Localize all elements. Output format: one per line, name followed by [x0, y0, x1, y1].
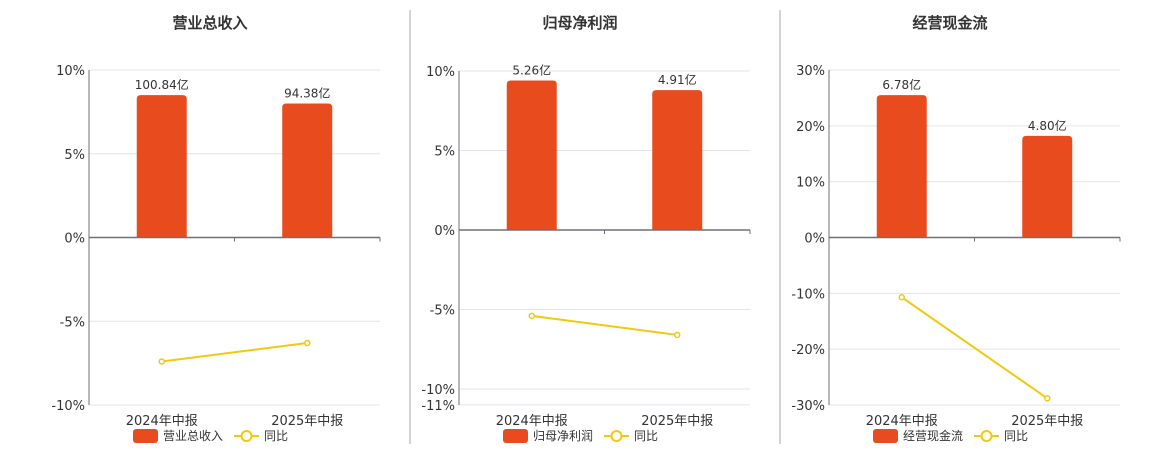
legend-line-marker: [240, 430, 253, 442]
bar: [876, 95, 927, 238]
yoy-point: [898, 293, 905, 301]
yoy-point: [674, 331, 681, 339]
yoy-line: [531, 314, 678, 336]
bar: [652, 90, 703, 230]
bar-data-label: 100.84亿: [135, 77, 189, 92]
y-tick-label: -10%: [421, 383, 455, 398]
x-tick-label: 2024年中报: [866, 414, 938, 429]
chart-title: 营业总收入: [172, 14, 247, 32]
bar: [282, 103, 333, 238]
legend-line-label: 同比: [634, 429, 658, 443]
bar: [1022, 135, 1073, 238]
legend-line-label: 同比: [264, 429, 288, 443]
y-tick-label: 30%: [796, 64, 825, 79]
yoy-line: [161, 342, 308, 363]
x-tick-label: 2025年中报: [271, 414, 343, 429]
y-tick-label: 0%: [804, 232, 825, 247]
y-tick-label: 20%: [796, 120, 825, 135]
chart-title: 归母净利润: [542, 14, 617, 32]
x-tick-label: 2025年中报: [641, 414, 713, 429]
y-tick-label: 5%: [64, 148, 85, 163]
legend-bar-label: 经营现金流: [903, 428, 963, 443]
y-tick-label: 0%: [64, 232, 85, 247]
bar-data-label: 94.38亿: [284, 86, 330, 101]
chart-panel-2: 归母净利润 10% 5% 0% -5% -10%-11% 5.26亿 2024年中报 4.91亿…: [421, 14, 751, 443]
x-tick-label: 2024年中报: [126, 414, 198, 429]
yoy-point: [1044, 395, 1051, 402]
bar: [506, 80, 557, 230]
y-tick-label: -5%: [60, 315, 85, 330]
x-tick-label: 2025年中报: [1011, 414, 1083, 429]
y-tick-label: -10%: [51, 399, 85, 414]
legend-line-marker: [980, 430, 993, 442]
y-tick-label: 10%: [426, 65, 455, 80]
chart-title: 经营现金流: [912, 14, 987, 32]
bar-data-label: 6.78亿: [882, 77, 921, 92]
x-tick-label: 2024年中报: [496, 414, 568, 429]
y-tick-label: -20%: [791, 343, 825, 358]
y-tick-label: 10%: [796, 176, 825, 191]
legend-bar-swatch: [133, 429, 158, 443]
yoy-line: [901, 296, 1048, 400]
legend-bar-label: 营业总收入: [163, 429, 223, 443]
chart-panel-3: 经营现金流 30% 20% 10% 0% -10% -20% -30% 6.78亿 2024年中报…: [791, 14, 1121, 443]
chart-panel-1: 营业总收入 10% 5% 0% -5% -10% 100.84亿 2024年中报 94.38亿 2…: [51, 14, 381, 443]
y-tick-label: -11%: [421, 399, 455, 414]
y-tick-label: -10%: [791, 287, 825, 302]
bar: [136, 95, 187, 238]
bar-data-label: 4.80亿: [1028, 118, 1067, 133]
y-tick-label: 0%: [434, 224, 455, 239]
legend-bar-label: 归母净利润: [533, 429, 593, 443]
legend-bar-swatch: [503, 429, 528, 443]
y-tick-label: -5%: [430, 304, 455, 319]
bar-data-label: 4.91亿: [658, 72, 697, 87]
yoy-point: [158, 358, 165, 365]
y-tick-label: 5%: [434, 145, 455, 160]
yoy-point: [528, 312, 535, 320]
yoy-point: [304, 339, 311, 347]
bar-data-label: 5.26亿: [512, 63, 551, 78]
y-tick-label: -30%: [791, 399, 825, 414]
legend-line-marker: [610, 430, 623, 442]
y-tick-label: 10%: [56, 64, 85, 79]
legend-bar-swatch: [873, 429, 898, 443]
legend-line-label: 同比: [1004, 429, 1028, 443]
